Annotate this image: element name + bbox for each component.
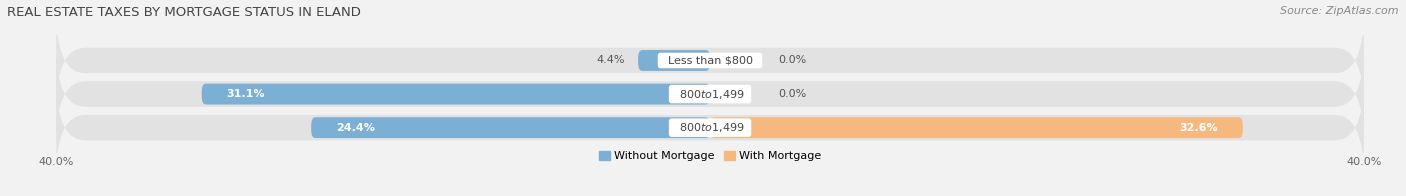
Text: 32.6%: 32.6% bbox=[1180, 123, 1219, 133]
Text: 0.0%: 0.0% bbox=[778, 55, 806, 65]
Legend: Without Mortgage, With Mortgage: Without Mortgage, With Mortgage bbox=[599, 151, 821, 162]
Text: 4.4%: 4.4% bbox=[596, 55, 626, 65]
Text: REAL ESTATE TAXES BY MORTGAGE STATUS IN ELAND: REAL ESTATE TAXES BY MORTGAGE STATUS IN … bbox=[7, 6, 361, 19]
Text: 24.4%: 24.4% bbox=[336, 123, 374, 133]
FancyBboxPatch shape bbox=[56, 46, 1364, 142]
FancyBboxPatch shape bbox=[710, 117, 1243, 138]
Text: $800 to $1,499: $800 to $1,499 bbox=[672, 88, 748, 101]
FancyBboxPatch shape bbox=[638, 50, 710, 71]
FancyBboxPatch shape bbox=[311, 117, 710, 138]
FancyBboxPatch shape bbox=[56, 80, 1364, 175]
Text: Less than $800: Less than $800 bbox=[661, 55, 759, 65]
FancyBboxPatch shape bbox=[56, 13, 1364, 108]
Text: 31.1%: 31.1% bbox=[226, 89, 264, 99]
Text: 0.0%: 0.0% bbox=[778, 89, 806, 99]
Text: $800 to $1,499: $800 to $1,499 bbox=[672, 121, 748, 134]
Text: Source: ZipAtlas.com: Source: ZipAtlas.com bbox=[1281, 6, 1399, 16]
FancyBboxPatch shape bbox=[201, 84, 710, 104]
